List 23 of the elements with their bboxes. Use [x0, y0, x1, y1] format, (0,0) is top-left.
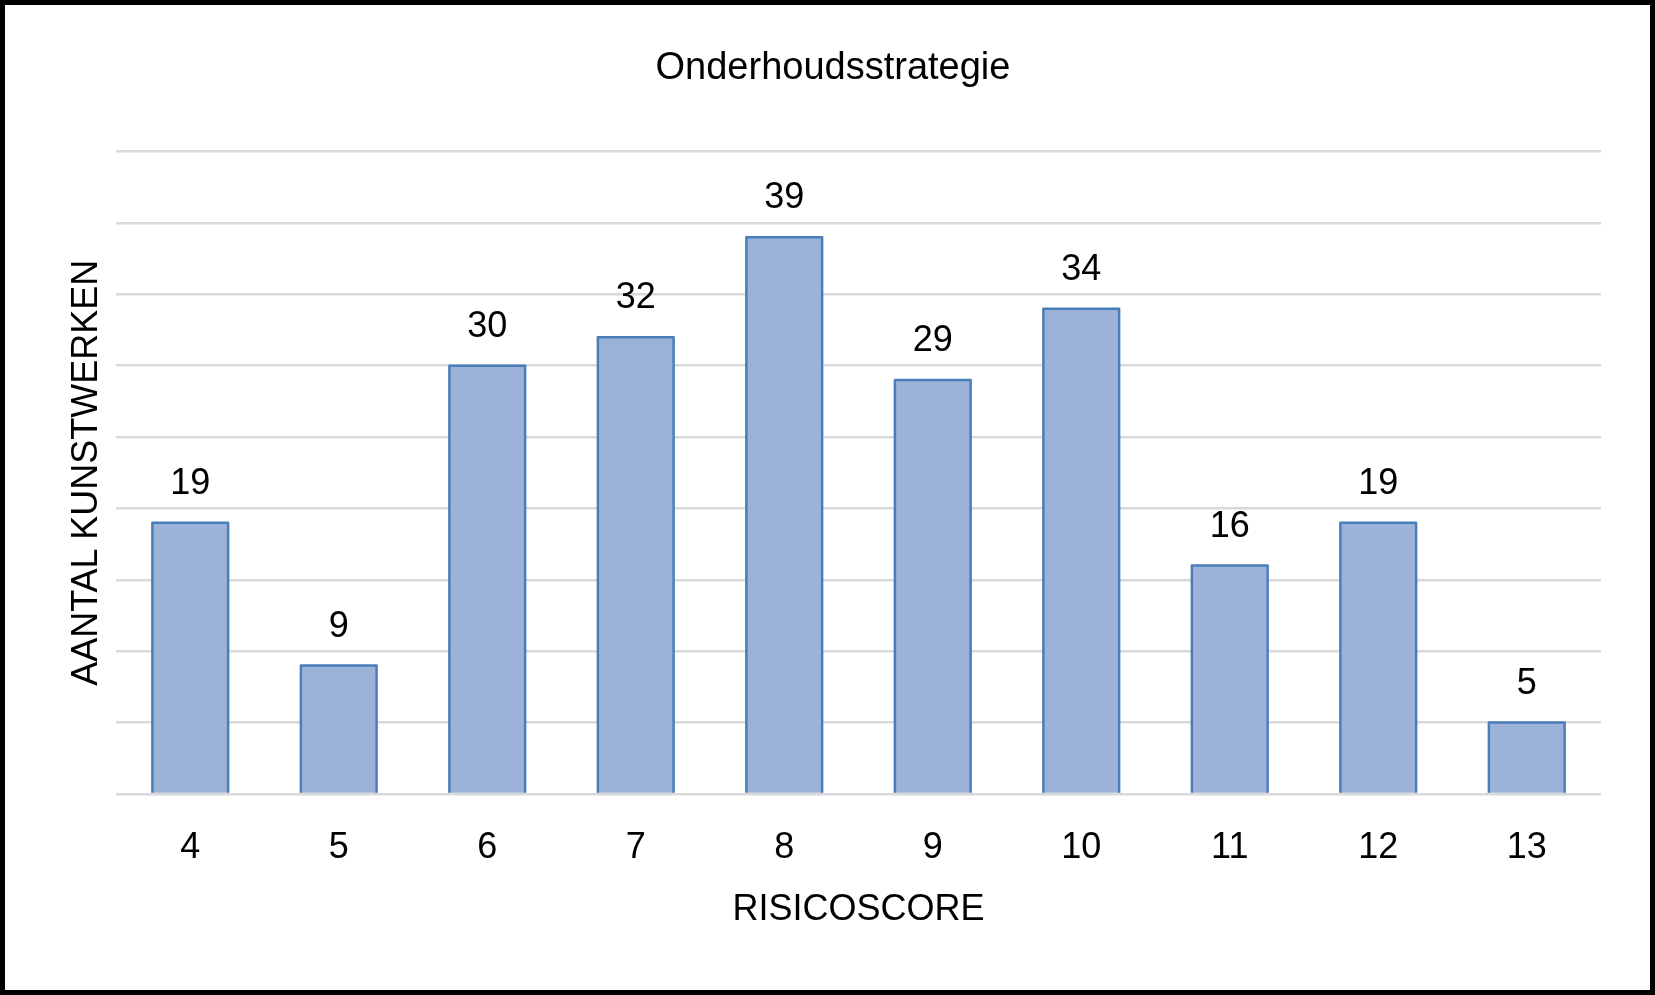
data-label: 19	[1358, 460, 1399, 502]
data-label: 5	[1516, 660, 1537, 702]
x-tick-label: 8	[774, 824, 795, 866]
data-label: 9	[328, 603, 349, 645]
x-tick-label: 12	[1358, 824, 1399, 866]
x-tick-label: 4	[180, 824, 201, 866]
x-tick-label: 11	[1211, 824, 1249, 866]
x-tick-label: 10	[1061, 824, 1102, 866]
data-label: 34	[1061, 246, 1102, 288]
data-label: 39	[764, 175, 805, 217]
x-tick-label: 13	[1506, 824, 1547, 866]
x-tick-label: 5	[328, 824, 349, 866]
y-axis-title: AANTAL KUNSTWERKEN	[63, 259, 105, 686]
data-label: 16	[1209, 503, 1250, 545]
data-label: 29	[912, 318, 953, 360]
x-tick-label: 6	[477, 824, 498, 866]
chart-title: Onderhoudsstrategie	[655, 45, 1011, 88]
data-label: 30	[467, 303, 508, 345]
data-label: 32	[615, 275, 656, 317]
data-label: 19	[170, 460, 211, 502]
x-axis-title: RISICOSCORE	[732, 887, 985, 929]
x-tick-label: 9	[922, 824, 943, 866]
x-tick-label: 7	[625, 824, 646, 866]
